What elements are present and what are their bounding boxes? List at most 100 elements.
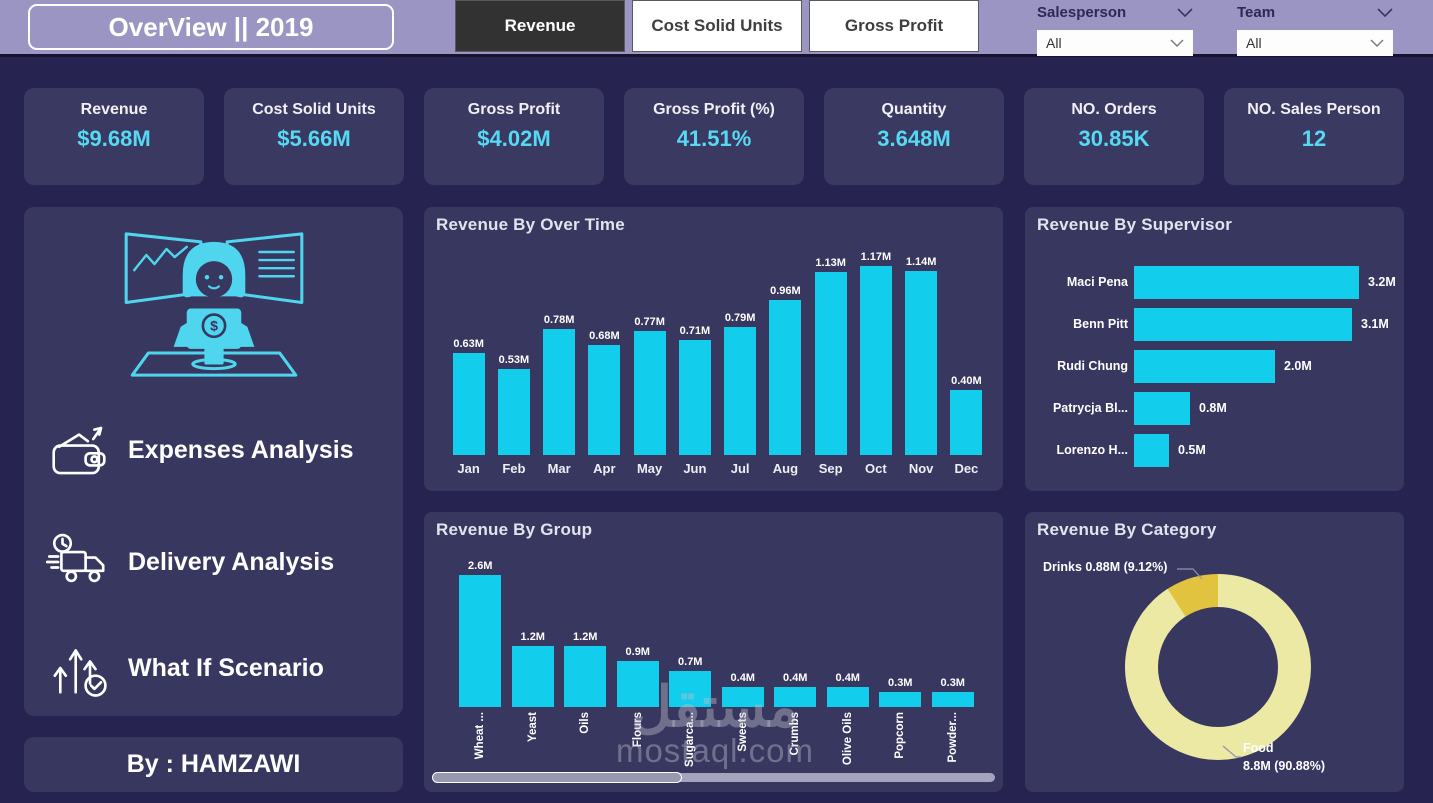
credit-card: By : HAMZAWI — [24, 737, 403, 792]
bar[interactable] — [669, 671, 712, 707]
chart-title: Revenue By Supervisor — [1037, 215, 1233, 234]
x-axis-label: Nov — [908, 461, 934, 476]
bar-value-label: 0.71M — [679, 325, 711, 337]
kpi-card-revenue[interactable]: Revenue $9.68M — [24, 88, 204, 185]
bar[interactable] — [588, 345, 621, 455]
x-axis-label: Crumbs — [769, 712, 822, 778]
x-axis-label: May — [636, 461, 663, 476]
bar[interactable] — [1134, 349, 1275, 383]
tab-cost-solid-units[interactable]: Cost Solid Units — [632, 0, 802, 52]
menu-item-expenses-analysis[interactable]: Expenses Analysis — [46, 417, 354, 483]
salesperson-filter-header[interactable]: Salesperson — [1037, 4, 1193, 21]
bar[interactable] — [497, 369, 530, 455]
supervisor-row: Rudi Chung 2.0M — [1025, 345, 1404, 387]
bar[interactable] — [543, 329, 576, 455]
y-axis-label: Rudi Chung — [1057, 359, 1128, 373]
kpi-card-quantity[interactable]: Quantity 3.648M — [824, 88, 1004, 185]
svg-text:$: $ — [210, 318, 218, 334]
kpi-card-gross-profit[interactable]: Gross Profit $4.02M — [424, 88, 604, 185]
bar[interactable] — [1134, 433, 1169, 467]
bar-value-label: 0.9M — [625, 646, 650, 658]
x-axis-label: Sep — [818, 461, 843, 476]
category-chart-panel: Revenue By Category Drinks 0.88M (9.12%)… — [1025, 512, 1404, 792]
kpi-card-cost-solid-units[interactable]: Cost Solid Units $5.66M — [224, 88, 404, 185]
bar-column: 2.6M — [454, 560, 507, 707]
donut-chart[interactable] — [1125, 574, 1311, 760]
group-chart-scrollbar[interactable] — [432, 772, 995, 783]
bar-value-label: 2.6M — [468, 560, 493, 572]
bar[interactable] — [721, 687, 764, 707]
bar-column: 1.2M — [559, 631, 612, 707]
kpi-card-no-sales-person[interactable]: NO. Sales Person 12 — [1224, 88, 1404, 185]
tab-bar: Revenue Cost Solid Units Gross Profit — [455, 0, 979, 52]
kpi-value: $5.66M — [277, 126, 351, 151]
menu-item-label: Expenses Analysis — [128, 435, 354, 464]
bar[interactable] — [859, 266, 892, 455]
tab-label: Gross Profit — [844, 16, 944, 35]
bar-value-label: 0.79M — [724, 312, 756, 324]
x-axis-label: Jun — [683, 461, 707, 476]
x-axis-label: Feb — [502, 461, 526, 476]
bar[interactable] — [1134, 307, 1352, 341]
bar[interactable] — [633, 331, 666, 455]
menu-item-delivery-analysis[interactable]: Delivery Analysis — [46, 529, 334, 595]
bar[interactable] — [616, 661, 659, 707]
tab-gross-profit[interactable]: Gross Profit — [809, 0, 979, 52]
bar[interactable] — [826, 687, 869, 707]
bar[interactable] — [452, 353, 485, 455]
bar[interactable] — [950, 390, 983, 455]
chart-title: Revenue By Group — [436, 520, 593, 539]
x-axis-label: Olive Oils — [822, 712, 875, 778]
delivery-truck-icon — [46, 533, 105, 583]
bar-value-label: 1.14M — [905, 256, 937, 268]
tab-revenue[interactable]: Revenue — [455, 0, 625, 52]
bar-value-label: 0.96M — [770, 285, 801, 297]
bar-value-label: 1.13M — [815, 257, 846, 269]
kpi-label: Gross Profit (%) — [653, 101, 775, 118]
x-axis-label: Aug — [772, 461, 799, 476]
scrollbar-thumb[interactable] — [432, 772, 682, 783]
salesperson-dropdown[interactable]: All — [1037, 30, 1193, 56]
bar[interactable] — [814, 272, 847, 455]
chart-title: Revenue By Over Time — [436, 215, 625, 234]
bar[interactable] — [774, 687, 817, 707]
supervisor-bar-plot: Maci Pena 3.2M Benn Pitt 3.1M Rudi Chung 2.0M… — [1025, 261, 1404, 471]
bar-column: 0.77M — [627, 316, 672, 455]
x-axis-label-text: Oils — [579, 712, 592, 734]
food-callout-name: Food — [1243, 741, 1274, 755]
x-axis-label: Popcorn — [874, 712, 927, 778]
analyst-illustration: $ — [124, 232, 303, 377]
bar-column: 1.13M — [808, 257, 853, 455]
bar[interactable] — [459, 575, 502, 707]
bar-value-label: 1.2M — [573, 631, 598, 643]
bar[interactable] — [905, 271, 938, 455]
x-axis-label-text: Popcorn — [894, 712, 907, 759]
bar[interactable] — [1134, 265, 1359, 299]
menu-item-what-if-scenario[interactable]: What If Scenario — [46, 635, 324, 701]
bar[interactable] — [511, 646, 554, 707]
team-dropdown[interactable]: All — [1237, 30, 1393, 56]
x-axis-label: Sweets — [717, 712, 770, 778]
bar[interactable] — [1134, 391, 1190, 425]
kpi-label: Quantity — [881, 101, 947, 118]
kpi-value: $9.68M — [77, 126, 151, 151]
y-axis-label: Maci Pena — [1066, 275, 1128, 289]
bar-column: 0.78M — [537, 314, 582, 455]
bar[interactable] — [931, 692, 974, 707]
x-axis-label-text: Yeast — [526, 712, 539, 743]
bar[interactable] — [879, 692, 922, 707]
bar[interactable] — [564, 646, 607, 707]
bar[interactable] — [678, 340, 711, 455]
x-axis-label-text: Powder... — [946, 712, 959, 763]
bar[interactable] — [724, 327, 757, 455]
team-filter-header[interactable]: Team — [1237, 4, 1393, 21]
kpi-card-no-orders[interactable]: NO. Orders 30.85K — [1024, 88, 1204, 185]
bar-value-label: 0.63M — [453, 338, 484, 350]
bar-value-label: 0.7M — [678, 656, 703, 668]
bar[interactable] — [769, 300, 802, 455]
tab-label: Cost Solid Units — [651, 16, 783, 35]
bar-value-label: 0.68M — [589, 330, 620, 342]
kpi-card-gross-profit-pct[interactable]: Gross Profit (%) 41.51% — [624, 88, 804, 185]
kpi-value: 30.85K — [1078, 126, 1150, 151]
